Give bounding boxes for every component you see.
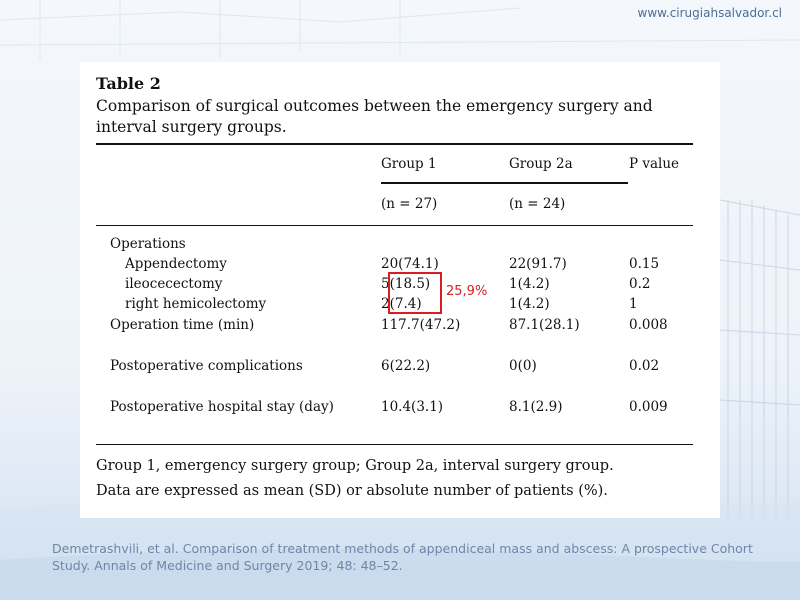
table-panel: Table 2 Comparison of surgical outcomes …: [80, 62, 720, 518]
row-label: ileocecectomy: [125, 276, 223, 292]
row-p-value: 1: [629, 296, 638, 312]
row-label: Appendectomy: [125, 256, 227, 272]
header-n-group-2a: (n = 24): [509, 196, 566, 212]
row-group-1-value: 2(7.4): [381, 296, 422, 312]
row-group-1-value: 117.7(47.2): [381, 317, 461, 333]
header-group-2a: Group 2a: [509, 156, 573, 172]
header-n-group-1: (n = 27): [381, 196, 438, 212]
row-group-2a-value: 0(0): [509, 358, 537, 374]
row-label: right hemicolectomy: [125, 296, 267, 312]
footnote-line-1: Group 1, emergency surgery group; Group …: [96, 458, 614, 474]
row-group-1-value: 10.4(3.1): [381, 399, 444, 415]
table-title: Table 2: [96, 74, 161, 93]
row-group-2a-value: 1(4.2): [509, 276, 550, 292]
row-group-1-value: 20(74.1): [381, 256, 439, 272]
table-caption: Comparison of surgical outcomes between …: [96, 97, 653, 136]
website-url[interactable]: www.cirugiahsalvador.cl: [637, 6, 782, 20]
row-p-value: 0.2: [629, 276, 651, 292]
highlight-box: [388, 272, 442, 314]
row-label: Operation time (min): [110, 317, 255, 333]
row-label: Postoperative hospital stay (day): [110, 399, 334, 415]
row-group-2a-value: 22(91.7): [509, 256, 567, 272]
header-p-value: P value: [629, 156, 680, 172]
reference-citation: Demetrashvili, et al. Comparison of trea…: [52, 541, 753, 573]
row-group-2a-value: 87.1(28.1): [509, 317, 580, 333]
row-label: Postoperative complications: [110, 358, 303, 374]
row-label: Operations: [110, 236, 186, 252]
header-group-1: Group 1: [381, 156, 437, 172]
row-p-value: 0.02: [629, 358, 660, 374]
row-group-2a-value: 8.1(2.9): [509, 399, 563, 415]
row-p-value: 0.008: [629, 317, 668, 333]
row-group-2a-value: 1(4.2): [509, 296, 550, 312]
header-bottom-rule: [96, 225, 693, 226]
group-header-rule: [381, 182, 628, 184]
top-rule: [96, 143, 693, 145]
row-group-1-value: 6(22.2): [381, 358, 431, 374]
table-bottom-rule: [96, 444, 693, 445]
row-group-1-value: 5(18.5): [381, 276, 431, 292]
row-p-value: 0.009: [629, 399, 668, 415]
footnote-line-2: Data are expressed as mean (SD) or absol…: [96, 483, 608, 499]
row-p-value: 0.15: [629, 256, 660, 272]
annotation-percentage: 25,9%: [446, 284, 488, 299]
